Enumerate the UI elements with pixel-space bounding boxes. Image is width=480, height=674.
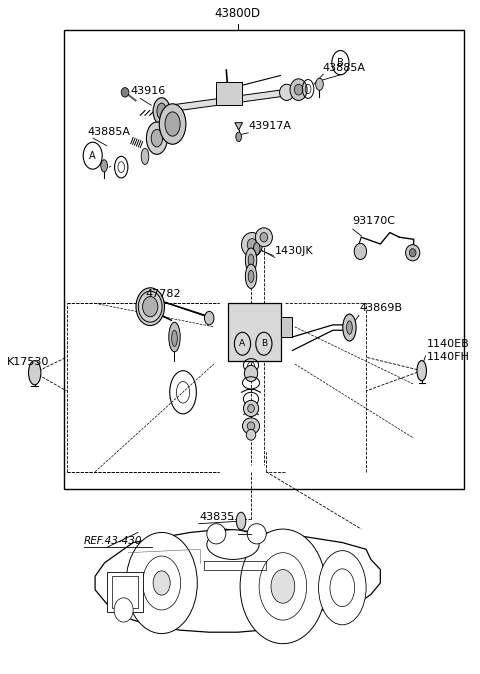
- Ellipse shape: [243, 400, 259, 417]
- Ellipse shape: [236, 512, 246, 530]
- Ellipse shape: [347, 321, 352, 334]
- Ellipse shape: [242, 418, 260, 434]
- Ellipse shape: [143, 297, 158, 317]
- Text: 47782: 47782: [145, 288, 180, 299]
- Ellipse shape: [354, 243, 367, 259]
- Text: A: A: [89, 151, 96, 160]
- Ellipse shape: [406, 245, 420, 261]
- Text: A: A: [240, 339, 246, 348]
- Ellipse shape: [316, 78, 324, 90]
- Ellipse shape: [409, 249, 416, 257]
- Ellipse shape: [241, 233, 263, 257]
- Ellipse shape: [417, 361, 426, 381]
- Ellipse shape: [141, 148, 149, 164]
- Ellipse shape: [136, 288, 165, 326]
- Text: 43800D: 43800D: [215, 7, 261, 20]
- Ellipse shape: [343, 314, 356, 341]
- Ellipse shape: [330, 569, 355, 607]
- Text: REF.43-430: REF.43-430: [84, 536, 143, 546]
- Ellipse shape: [172, 330, 177, 346]
- Ellipse shape: [121, 88, 129, 97]
- Ellipse shape: [248, 404, 254, 412]
- Ellipse shape: [169, 322, 180, 352]
- Ellipse shape: [247, 524, 266, 544]
- Text: 43916: 43916: [131, 86, 166, 96]
- Ellipse shape: [271, 570, 295, 603]
- Ellipse shape: [207, 524, 226, 544]
- Ellipse shape: [126, 532, 197, 634]
- Text: 1140FH: 1140FH: [426, 352, 469, 362]
- Text: 93170C: 93170C: [352, 216, 395, 226]
- Ellipse shape: [240, 529, 325, 644]
- Bar: [280, 317, 292, 337]
- PathPatch shape: [95, 529, 380, 632]
- Ellipse shape: [153, 98, 170, 125]
- Ellipse shape: [259, 553, 307, 620]
- Ellipse shape: [157, 103, 167, 119]
- Text: 43869B: 43869B: [359, 303, 402, 313]
- Text: 43835: 43835: [200, 512, 235, 522]
- Ellipse shape: [236, 132, 241, 142]
- Ellipse shape: [247, 239, 257, 251]
- Text: 1430JK: 1430JK: [275, 246, 313, 256]
- Ellipse shape: [294, 84, 303, 95]
- Ellipse shape: [151, 129, 163, 147]
- Bar: [216, 82, 242, 105]
- Bar: [64, 30, 464, 489]
- Ellipse shape: [255, 228, 273, 247]
- Ellipse shape: [260, 233, 268, 242]
- Ellipse shape: [247, 422, 255, 430]
- Ellipse shape: [246, 429, 256, 440]
- Ellipse shape: [245, 264, 257, 288]
- Bar: [228, 303, 280, 361]
- Text: K17530: K17530: [7, 357, 49, 367]
- Text: 43917A: 43917A: [248, 121, 291, 131]
- Text: B: B: [261, 339, 267, 348]
- Ellipse shape: [248, 254, 254, 266]
- Bar: [112, 576, 138, 608]
- Ellipse shape: [248, 270, 254, 282]
- Ellipse shape: [290, 79, 307, 100]
- Ellipse shape: [143, 556, 180, 610]
- Text: 43885A: 43885A: [87, 127, 130, 137]
- Ellipse shape: [28, 361, 41, 385]
- Ellipse shape: [165, 112, 180, 136]
- Text: B: B: [337, 58, 344, 67]
- Ellipse shape: [319, 551, 366, 625]
- Polygon shape: [235, 123, 242, 130]
- Ellipse shape: [204, 311, 214, 325]
- Polygon shape: [155, 89, 288, 114]
- Ellipse shape: [245, 248, 257, 272]
- Ellipse shape: [207, 530, 259, 559]
- Ellipse shape: [253, 243, 260, 255]
- Ellipse shape: [114, 598, 133, 622]
- Text: 1140EB: 1140EB: [426, 339, 469, 349]
- Bar: [107, 572, 143, 612]
- Ellipse shape: [146, 122, 168, 154]
- Ellipse shape: [153, 571, 170, 595]
- Ellipse shape: [101, 160, 108, 172]
- Ellipse shape: [244, 365, 258, 381]
- Ellipse shape: [279, 84, 294, 100]
- Ellipse shape: [159, 104, 186, 144]
- Text: 43885A: 43885A: [323, 63, 365, 73]
